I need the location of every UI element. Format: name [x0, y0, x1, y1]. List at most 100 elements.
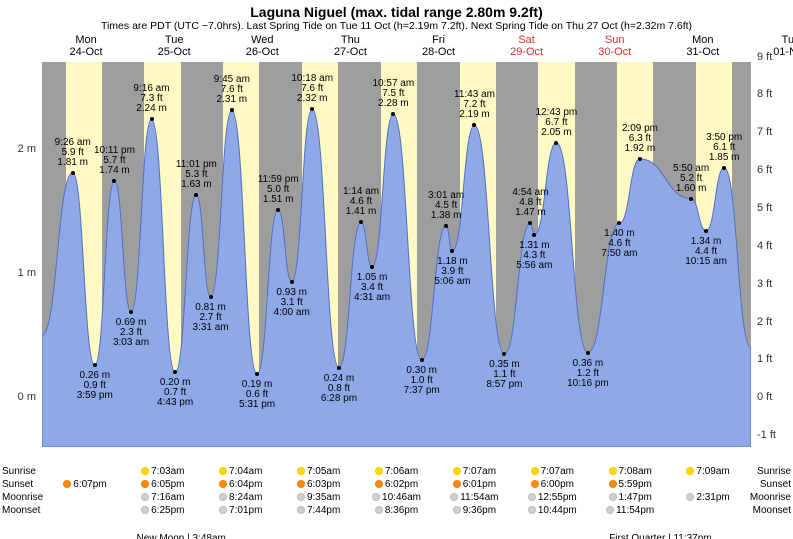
astro-cell — [46, 466, 124, 477]
right-tick: 7 ft — [751, 126, 793, 138]
astro-cell: 10:44pm — [513, 505, 591, 516]
date-header-row: Mon24-OctTue25-OctWed26-OctThu27-OctFri2… — [42, 34, 793, 58]
astro-label: Moonrise — [0, 492, 46, 503]
astro-cell: 6:07pm — [46, 479, 124, 490]
night-stripe — [42, 62, 66, 447]
tide-label: 10:57 am7.5 ft2.28 m — [372, 79, 414, 112]
tide-label: 11:43 am7.2 ft2.19 m — [454, 90, 495, 123]
right-tick: 3 ft — [751, 278, 793, 290]
astro-icon — [219, 506, 227, 514]
right-tick: 2 ft — [751, 316, 793, 328]
astro-icon — [528, 506, 536, 514]
astro-cell: 11:54am — [435, 492, 513, 503]
astro-cell — [46, 505, 124, 516]
tide-peak-dot — [71, 171, 75, 175]
tide-label: 0.26 m0.9 ft3:59 pm — [77, 367, 113, 401]
left-tick: 1 m — [0, 267, 36, 279]
tide-peak-dot — [112, 179, 116, 183]
tide-peak-dot — [150, 117, 154, 121]
astro-row: Moonrise7:16am8:24am9:35am10:46am11:54am… — [0, 491, 793, 504]
tide-label: 0.81 m2.7 ft3:31 am — [193, 299, 229, 333]
tide-peak-dot — [276, 208, 280, 212]
tide-peak-dot — [472, 123, 476, 127]
astro-cell: 7:07am — [435, 466, 513, 477]
right-tick: 1 ft — [751, 353, 793, 365]
astro-icon — [219, 493, 227, 501]
tide-label: 0.35 m1.1 ft8:57 pm — [486, 356, 522, 390]
astro-cell: 6:25pm — [124, 505, 202, 516]
astro-icon — [141, 506, 149, 514]
chart-title: Laguna Niguel (max. tidal range 2.80m 9.… — [0, 0, 793, 20]
astro-cell: 12:55pm — [513, 492, 591, 503]
tide-label: 9:26 am5.9 ft1.81 m — [55, 138, 91, 171]
astro-icon — [219, 467, 227, 475]
astro-icon — [450, 493, 458, 501]
tide-peak-dot — [194, 193, 198, 197]
astro-label: Sunset — [747, 479, 793, 490]
tide-peak-dot — [310, 107, 314, 111]
date-column: Sun30-Oct — [571, 34, 659, 58]
night-stripe — [575, 62, 594, 447]
astro-label: Sunset — [0, 479, 46, 490]
tide-label: 0.36 m1.2 ft10:16 pm — [567, 355, 609, 389]
tide-label: 11:01 pm5.3 ft1.63 m — [176, 160, 217, 193]
right-tick: 6 ft — [751, 164, 793, 176]
astro-cell: 7:01pm — [202, 505, 280, 516]
astro-cell: 7:05am — [280, 466, 358, 477]
tide-peak-dot — [554, 141, 558, 145]
astro-label: Sunrise — [747, 466, 793, 477]
astro-cell: 2:31pm — [669, 492, 747, 503]
night-stripe — [200, 62, 224, 447]
tide-label: 0.19 m0.6 ft5:31 pm — [239, 376, 275, 410]
astro-cell: 9:35am — [280, 492, 358, 503]
date-column: Fri28-Oct — [394, 34, 482, 58]
left-tick: 2 m — [0, 143, 36, 155]
astro-cell: 6:05pm — [124, 479, 202, 490]
astro-icon — [609, 480, 617, 488]
astro-icon — [686, 467, 694, 475]
tide-label: 2:09 pm6.3 ft1.92 m — [622, 124, 658, 157]
astro-icon — [609, 467, 617, 475]
chart-subtitle: Times are PDT (UTC −7.0hrs). Last Spring… — [0, 20, 793, 34]
astro-icon — [609, 493, 617, 501]
astro-cell: 7:07am — [513, 466, 591, 477]
date-column: Mon24-Oct — [42, 34, 130, 58]
tide-label: 4:54 am4.8 ft1.47 m — [512, 188, 548, 221]
astro-label: Sunrise — [0, 466, 46, 477]
night-stripe — [357, 62, 381, 447]
tide-label: 12:43 pm6.7 ft2.05 m — [536, 108, 578, 141]
plot-area: 9:26 am5.9 ft1.81 m 0.26 m0.9 ft3:59 pm 10… — [42, 62, 751, 447]
tide-label: 3:50 pm6.1 ft1.85 m — [706, 133, 742, 166]
astro-label: Moonset — [747, 505, 793, 516]
astro-cell: 7:08am — [591, 466, 669, 477]
astro-cell — [669, 505, 747, 516]
left-tick: 0 m — [0, 391, 36, 403]
tide-peak-dot — [359, 220, 363, 224]
astronomical-rows: Sunrise7:03am7:04am7:05am7:06am7:07am7:0… — [0, 465, 793, 517]
date-column: Thu27-Oct — [306, 34, 394, 58]
astro-icon — [297, 493, 305, 501]
tide-label: 1.05 m3.4 ft4:31 am — [354, 269, 390, 303]
tide-label: 1:14 am4.6 ft1.41 m — [343, 187, 379, 220]
astro-cell: 5:59pm — [591, 479, 669, 490]
night-stripe — [278, 62, 302, 447]
tide-label: 9:16 am7.3 ft2.24 m — [133, 84, 169, 117]
right-tick: 8 ft — [751, 88, 793, 100]
astro-row: Sunset6:07pm6:05pm6:04pm6:03pm6:02pm6:01… — [0, 478, 793, 491]
astro-icon — [686, 493, 694, 501]
astro-cell: 1:47pm — [591, 492, 669, 503]
astro-row: Moonset6:25pm7:01pm7:44pm8:36pm9:36pm10:… — [0, 504, 793, 517]
astro-icon — [531, 480, 539, 488]
right-tick: -1 ft — [751, 429, 793, 441]
tide-peak-dot — [528, 221, 532, 225]
tide-label: 0.69 m2.3 ft3:03 am — [113, 314, 149, 348]
date-column: Wed26-Oct — [218, 34, 306, 58]
astro-cell: 6:01pm — [435, 479, 513, 490]
tide-peak-dot — [391, 112, 395, 116]
astro-icon — [297, 467, 305, 475]
astro-cell: 7:03am — [124, 466, 202, 477]
tide-label: 10:11 pm5.7 ft1.74 m — [94, 146, 135, 179]
y-axis-right: -1 ft0 ft1 ft2 ft3 ft4 ft5 ft6 ft7 ft8 f… — [751, 62, 793, 447]
right-tick: 4 ft — [751, 240, 793, 252]
tide-label: 1.40 m4.6 ft7:50 am — [601, 225, 637, 259]
